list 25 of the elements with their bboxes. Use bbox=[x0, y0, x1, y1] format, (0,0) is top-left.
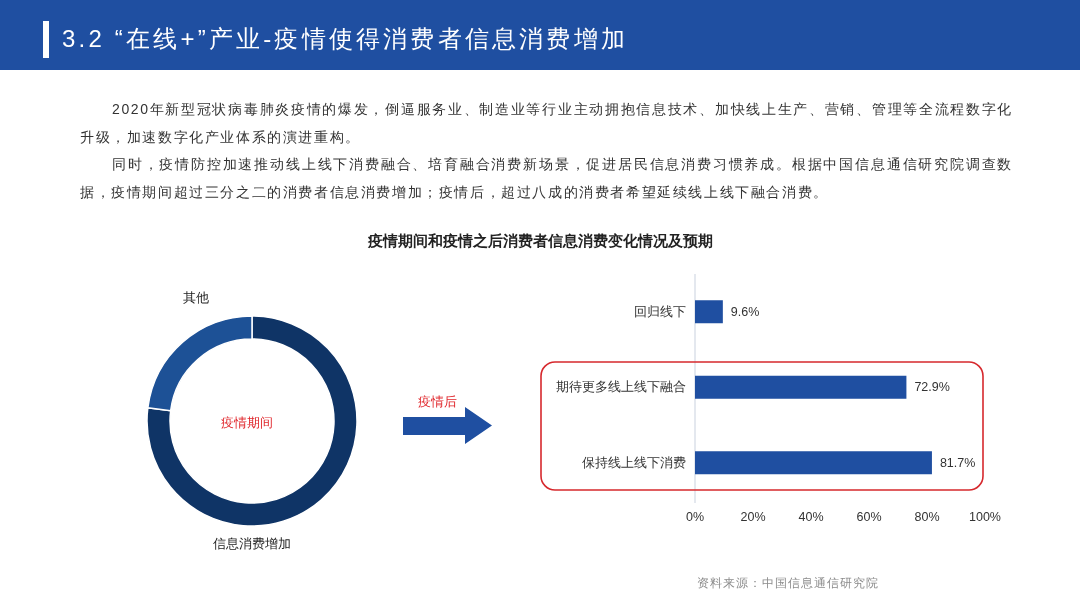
x-tick-label: 20% bbox=[740, 510, 766, 524]
bar bbox=[695, 300, 723, 324]
text: 3.2 “在线+”产业-疫情使得消费者信息消费增加 bbox=[62, 24, 629, 54]
text: 同时，疫情防控加速推动线上线下消费融合、培育融合消费新场景，促进居民信息消费习惯养成。根据中国信息通信研究院调查数据，疫情期间超过三分之二的消费者信息消费增加；疫情后，超过八成的消费者希望延续线上线下融合消费。 bbox=[80, 155, 1013, 202]
data-label: 9.6% bbox=[730, 304, 760, 319]
data-label: 81.7% bbox=[939, 455, 976, 470]
text: 2020年新型冠状病毒肺炎疫情的爆发，倒逼服务业、制造业等行业主动拥抱信息技术、加快线上生产、营销、管理等全流程数字化升级，加速数字化产业体系的演进重构。 bbox=[80, 100, 1013, 147]
x-tick-label: 0% bbox=[685, 510, 705, 524]
y-tick-label: 保持线上线下消费 bbox=[582, 455, 686, 470]
x-tick-label: 100% bbox=[969, 510, 1001, 524]
data-label: 72.9% bbox=[914, 380, 950, 395]
bar bbox=[695, 375, 907, 399]
slice-label: 信息消费增加 bbox=[213, 537, 291, 551]
x-tick-label: 40% bbox=[798, 510, 824, 524]
x-tick-label: 60% bbox=[856, 510, 882, 524]
x-tick-label: 80% bbox=[914, 510, 940, 524]
text: 疫情期间和疫情之后消费者信息消费变化情况及预期 bbox=[366, 231, 713, 249]
bar bbox=[695, 451, 932, 475]
slice-label: 其他 bbox=[183, 291, 210, 305]
text: 资料来源：中国信息通信研究院 bbox=[697, 575, 879, 591]
text: 疫情后 bbox=[417, 393, 457, 409]
y-tick-label: 回归线下 bbox=[634, 304, 686, 319]
text: 疫情期间 bbox=[221, 414, 273, 430]
y-tick-label: 期待更多线上线下融合 bbox=[556, 380, 686, 395]
donut-slice bbox=[146, 315, 358, 527]
